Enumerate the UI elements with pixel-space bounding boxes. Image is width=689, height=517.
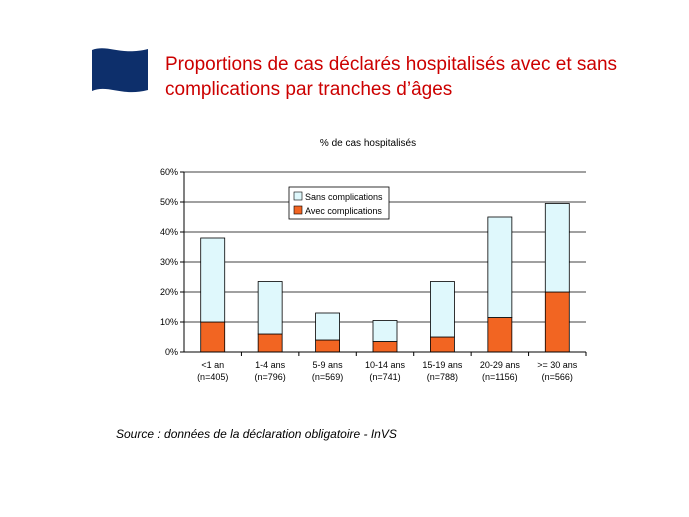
x-tick-label: >= 30 ans [537, 360, 578, 370]
bar-sans-complications [257, 281, 283, 335]
bar-sans-complications [487, 216, 513, 318]
bar-sans-complications [430, 281, 455, 338]
y-tick-label: 50% [160, 197, 178, 207]
legend-label: Sans complications [305, 192, 383, 202]
bar-avec-complications [315, 339, 340, 353]
bar-sans-complications [372, 320, 398, 342]
bar-sans-complications [200, 237, 226, 323]
x-tick-sublabel: (n=788) [427, 372, 458, 382]
x-tick-sublabel: (n=1156) [482, 372, 518, 382]
x-tick-label: 20-29 ans [480, 360, 521, 370]
legend-label: Avec complications [305, 206, 382, 216]
bar-avec-complications [544, 291, 570, 353]
x-tick-label: <1 an [201, 360, 224, 370]
bar-sans-complications [315, 312, 340, 341]
y-tick-label: 0% [165, 347, 178, 357]
slide-title: Proportions de cas déclarés hospitalisés… [165, 52, 665, 102]
bar-avec-complications [372, 341, 398, 353]
x-tick-label: 10-14 ans [365, 360, 406, 370]
slide-title-line-1: Proportions de cas déclarés hospitalisés… [165, 54, 618, 75]
x-tick-sublabel: (n=405) [197, 372, 228, 382]
y-tick-label: 20% [160, 287, 178, 297]
source-note: Source : données de la déclaration oblig… [116, 427, 397, 441]
flag-icon [92, 48, 148, 93]
slide-title-line-2: complications par tranches d’âges [165, 79, 453, 100]
y-tick-label: 30% [160, 257, 178, 267]
x-tick-sublabel: (n=566) [542, 372, 573, 382]
legend-box [288, 186, 390, 220]
y-tick-label: 60% [160, 167, 178, 177]
bar-avec-complications [257, 333, 283, 353]
legend-swatch [293, 191, 303, 201]
y-tick-label: 10% [160, 317, 178, 327]
x-tick-label: 15-19 ans [422, 360, 463, 370]
bar-avec-complications [487, 317, 513, 353]
bar-avec-complications [430, 336, 455, 353]
x-tick-sublabel: (n=569) [312, 372, 343, 382]
bar-avec-complications [200, 321, 226, 353]
chart-title: % de cas hospitalisés [320, 138, 416, 149]
bar-sans-complications [544, 203, 570, 293]
chart-legend: Sans complications Avec complications [288, 186, 390, 220]
x-tick-sublabel: (n=796) [255, 372, 286, 382]
x-tick-sublabel: (n=741) [369, 372, 400, 382]
x-tick-label: 5-9 ans [313, 360, 344, 370]
x-tick-label: 1-4 ans [255, 360, 286, 370]
legend-swatch [293, 205, 303, 215]
y-tick-label: 40% [160, 227, 178, 237]
